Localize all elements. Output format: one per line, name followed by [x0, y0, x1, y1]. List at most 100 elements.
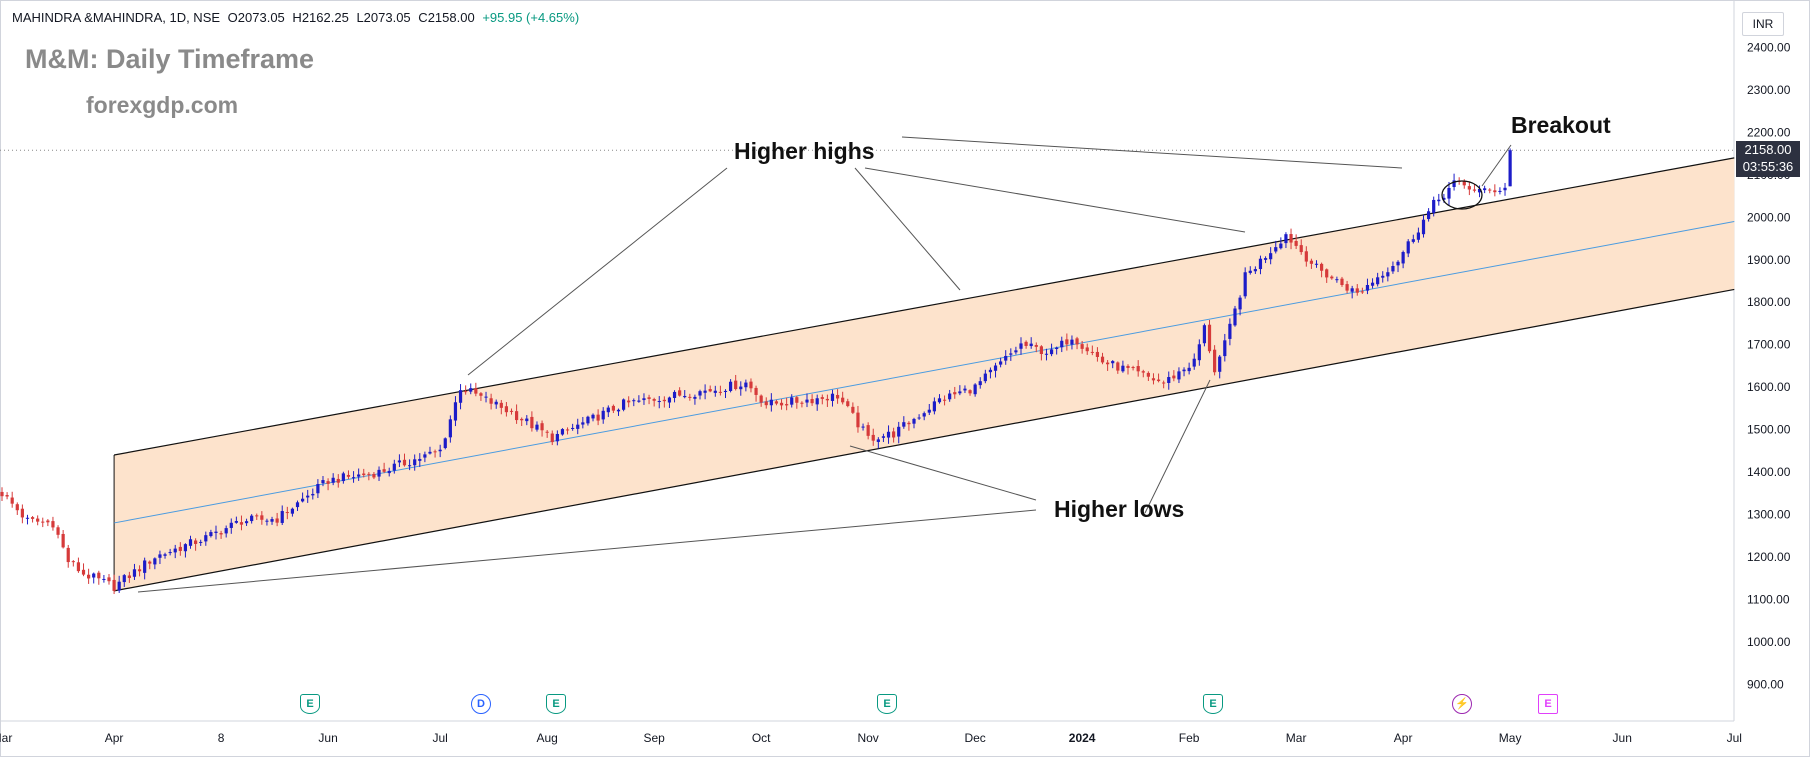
candle-body — [402, 459, 407, 466]
candle-body — [535, 424, 539, 430]
candle-body — [1055, 347, 1059, 349]
candle-body — [484, 396, 488, 398]
candle-body — [1131, 367, 1135, 369]
time-tick-label: Mar — [0, 731, 12, 745]
candle-body — [1065, 339, 1069, 345]
candle-body — [1029, 343, 1033, 347]
candle-body — [148, 561, 152, 564]
candle-body — [988, 369, 993, 373]
candle-body — [616, 409, 621, 412]
candle-body — [790, 397, 794, 405]
candle-body — [1044, 353, 1049, 355]
time-tick-label: Jul — [1727, 731, 1742, 745]
candle-body — [1085, 347, 1089, 352]
candle-body — [968, 390, 972, 394]
candle-body — [1172, 375, 1176, 379]
current-price-badge: 2158.00 03:55:36 — [1736, 141, 1800, 178]
candle-body — [117, 581, 121, 591]
candle-body — [550, 433, 554, 443]
candle-body — [647, 397, 651, 399]
candle-body — [942, 399, 947, 401]
candle-body — [1034, 345, 1038, 347]
candle-body — [1100, 356, 1105, 363]
candle-body — [749, 381, 753, 389]
candle-body — [907, 422, 911, 425]
candle-body — [1009, 353, 1013, 355]
candle-body — [805, 399, 809, 403]
candle-body — [1121, 365, 1125, 372]
candle-body — [1075, 338, 1079, 345]
candle-body — [932, 401, 936, 412]
candle-body — [341, 473, 345, 482]
candle-body — [927, 409, 931, 413]
candle-body — [163, 554, 167, 556]
candle-body — [137, 569, 142, 572]
candle-body — [443, 438, 447, 449]
candle-body — [1442, 197, 1446, 200]
candle-body — [46, 520, 50, 523]
candle-body — [61, 533, 65, 548]
price-tick-label: 1700.00 — [1747, 338, 1791, 352]
open-label: O — [227, 10, 238, 25]
candle-body — [581, 422, 585, 425]
time-tick-label: 8 — [218, 731, 225, 745]
candle-body — [1289, 234, 1293, 243]
candle-body — [107, 577, 111, 582]
high-label: H — [292, 10, 302, 25]
candle-body — [601, 410, 605, 420]
candle-body — [1274, 247, 1278, 252]
candle-body — [1014, 350, 1018, 353]
candle-body — [66, 547, 70, 563]
candle-body — [509, 410, 514, 412]
earnings-event-icon[interactable]: E — [300, 694, 320, 714]
candle-body — [0, 491, 4, 497]
close-value: 2158.00 — [427, 10, 475, 25]
price-tick-label: 1100.00 — [1747, 592, 1790, 606]
price-tick-label: 1000.00 — [1747, 635, 1791, 649]
candle-body — [835, 394, 840, 399]
candle-body — [683, 395, 687, 398]
earnings-event-icon[interactable]: E — [546, 694, 566, 714]
candle-body — [825, 398, 829, 401]
candle-body — [953, 392, 957, 395]
price-tick-label: 1500.00 — [1747, 423, 1791, 437]
candle-body — [881, 436, 886, 438]
candle-body — [183, 544, 188, 552]
earnings-event-icon[interactable]: E — [1203, 694, 1223, 714]
dividend-event-icon[interactable]: D — [471, 694, 491, 714]
candle-body — [611, 405, 615, 411]
price-tick-label: 1600.00 — [1747, 380, 1791, 394]
candle-body — [260, 515, 264, 520]
breakout-label: Breakout — [1511, 112, 1611, 138]
candle-body — [627, 400, 631, 403]
candle-body — [1095, 351, 1100, 357]
future-earnings-event-icon[interactable]: E — [1538, 694, 1558, 714]
candle-body — [285, 512, 289, 514]
candle-body — [1355, 288, 1359, 293]
candle-body — [1370, 282, 1375, 286]
candle-body — [1202, 325, 1207, 344]
currency-button[interactable]: INR — [1742, 12, 1784, 36]
candle-body — [769, 399, 773, 406]
candle-body — [560, 429, 565, 435]
candle-body — [290, 508, 295, 514]
candle-body — [204, 535, 208, 542]
candle-body — [983, 373, 987, 382]
candle-body — [346, 474, 351, 477]
candle-body — [81, 569, 86, 575]
candle-body — [1049, 349, 1054, 355]
candle-body — [744, 382, 748, 388]
split-event-icon[interactable]: ⚡ — [1452, 694, 1472, 714]
candle-body — [250, 515, 254, 522]
candle-body — [1508, 150, 1512, 187]
candle-body — [351, 477, 356, 479]
candle-body — [596, 414, 600, 421]
earnings-event-icon[interactable]: E — [877, 694, 897, 714]
higher-highs-label: Higher highs — [734, 138, 875, 164]
price-tick-label: 1300.00 — [1747, 507, 1791, 521]
candle-body — [820, 397, 824, 399]
candle-body — [1452, 180, 1456, 188]
candle-body — [188, 539, 193, 546]
